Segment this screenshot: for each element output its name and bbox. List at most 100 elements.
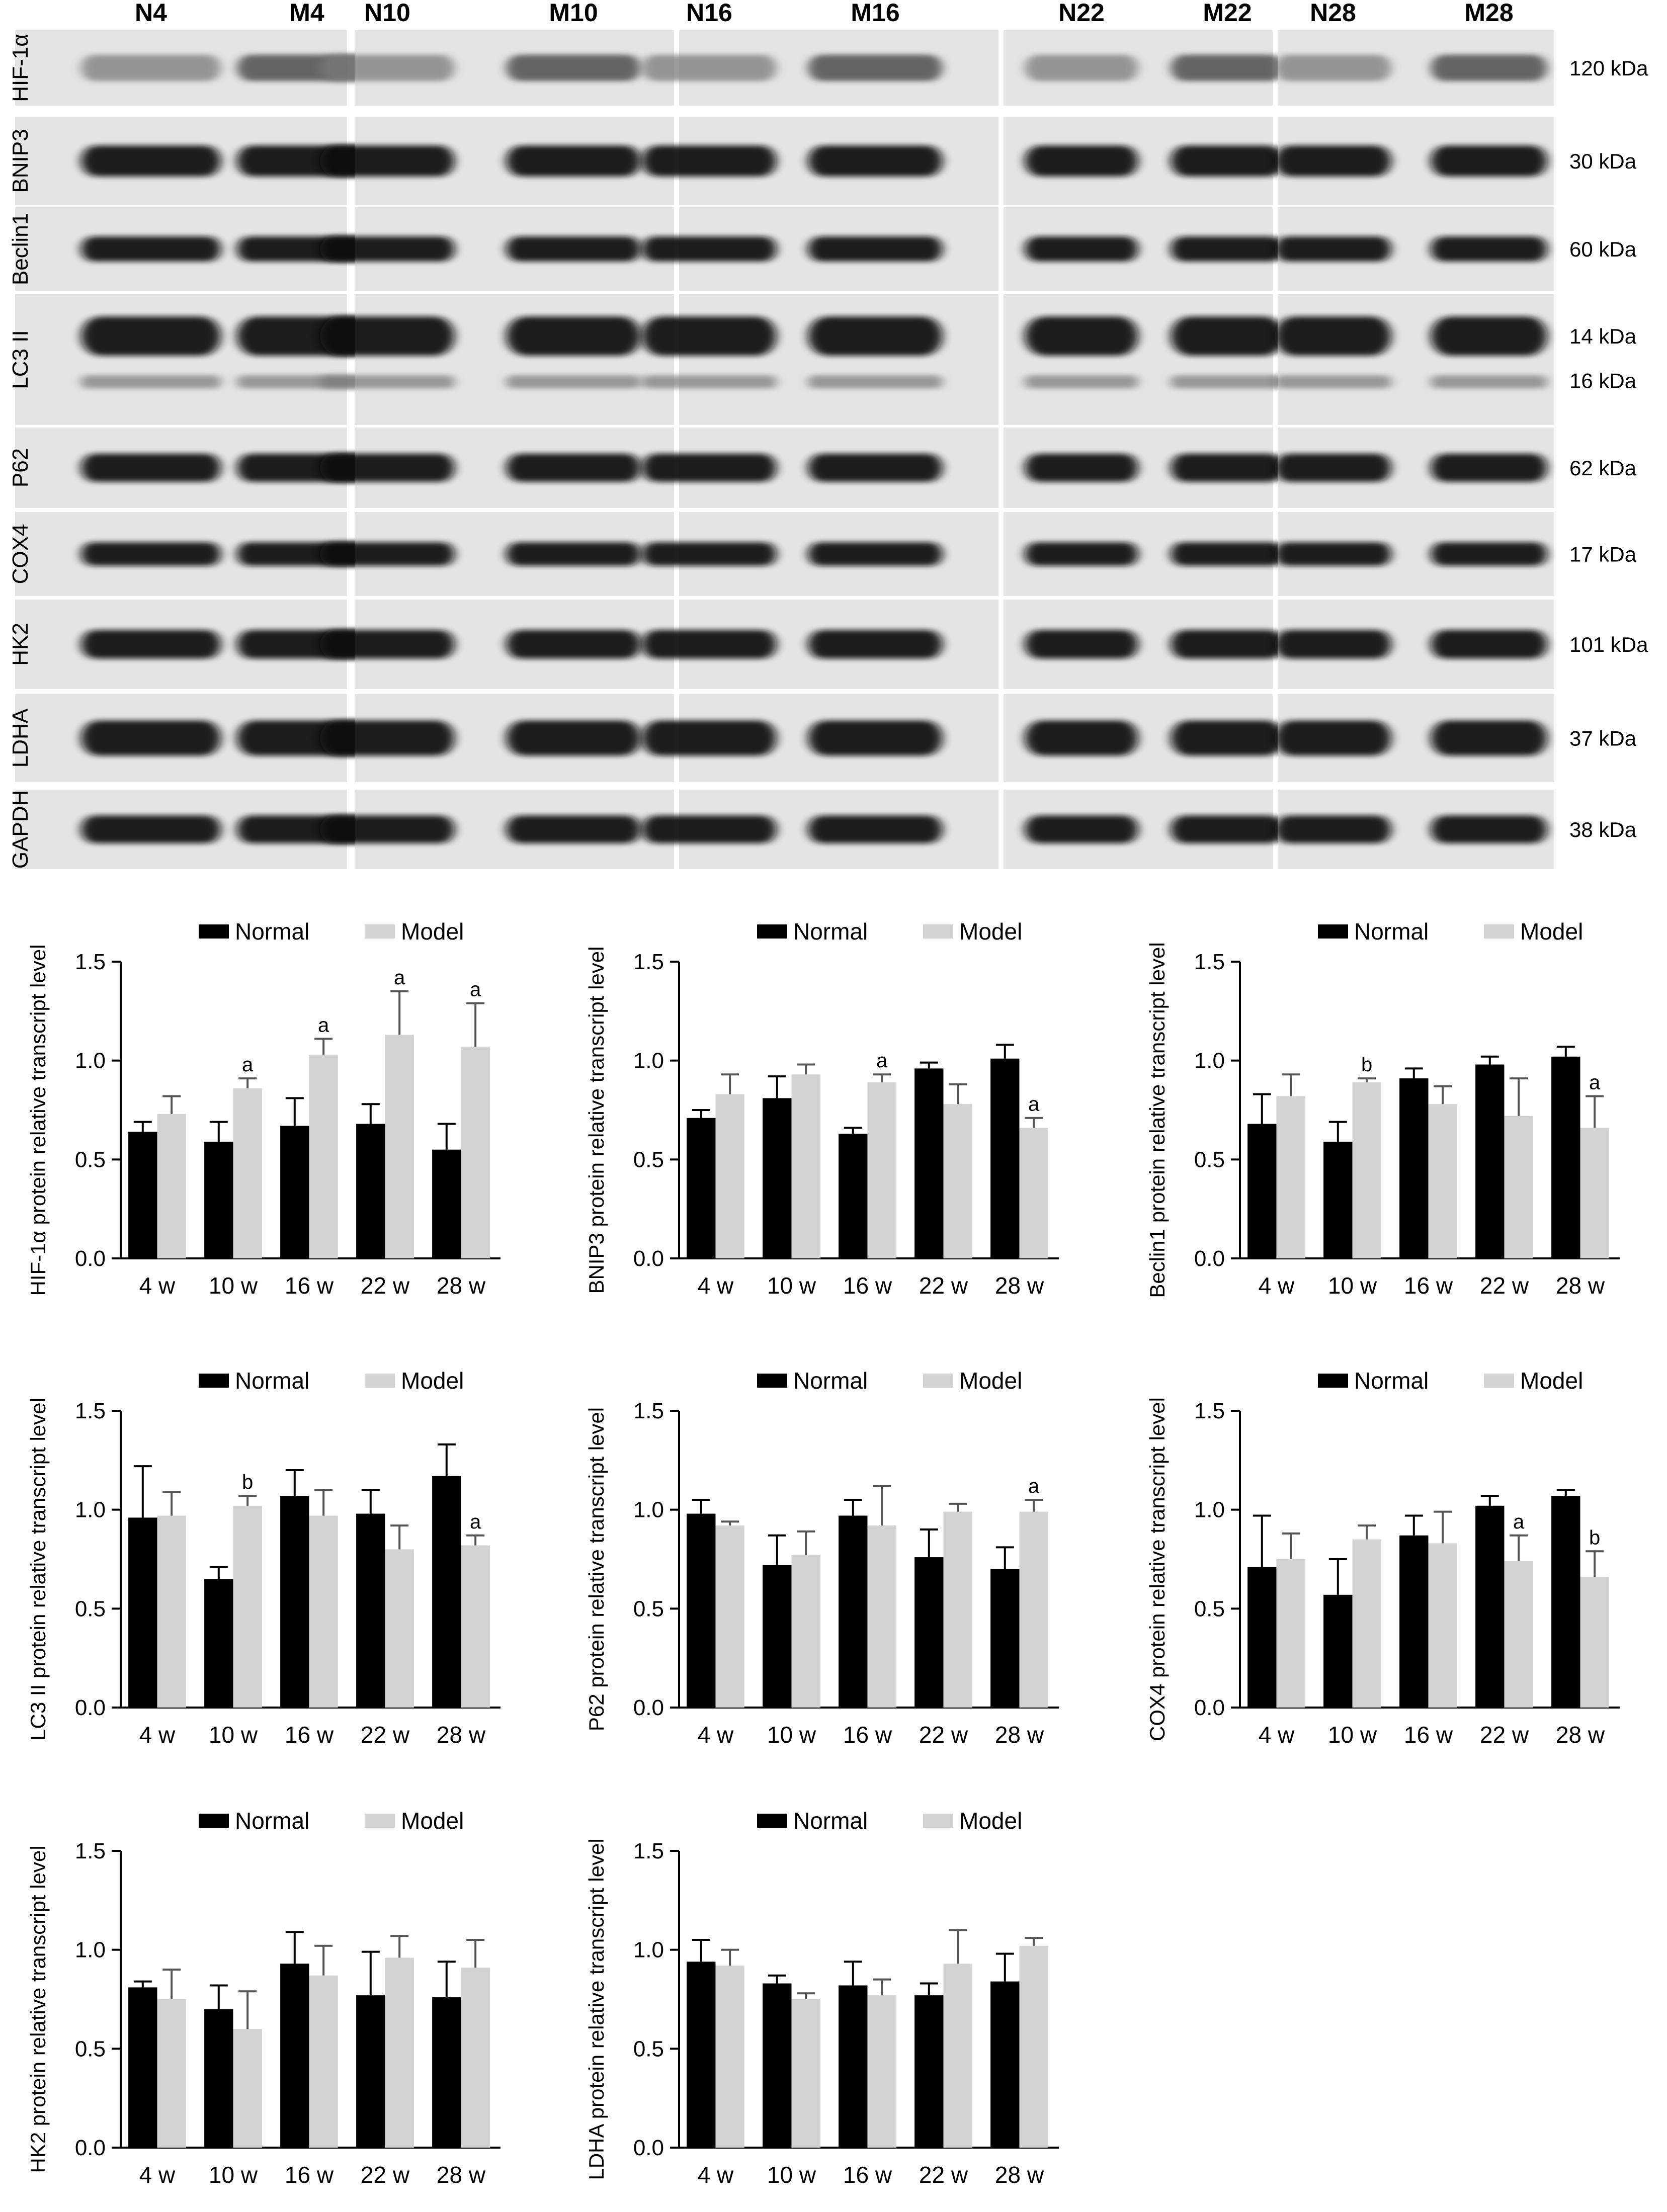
western-blot-panel: N4 M4 N10 M10 N16 M16 N22 M22 N28 M28 HIF-1α 120 k… xyxy=(0,0,1648,875)
blot-protein-label: P62 xyxy=(8,448,33,487)
y-tick-label: 1.5 xyxy=(633,1839,664,1863)
x-tick-label: 16 w xyxy=(285,1272,334,1299)
legend-label-model: Model xyxy=(401,918,464,945)
blot-band xyxy=(808,54,943,81)
blot-row-4: P62 62 kDa xyxy=(8,428,1637,508)
x-tick-label: 16 w xyxy=(1404,1272,1453,1299)
blot-band xyxy=(320,815,455,843)
y-tick-label: 1.5 xyxy=(1194,1399,1225,1423)
bar-normal xyxy=(1323,1141,1353,1258)
x-tick-label: 22 w xyxy=(919,1272,968,1299)
y-tick-label: 1.5 xyxy=(633,950,664,974)
bar-model xyxy=(1352,1539,1381,1708)
lane-label-n10: N10 xyxy=(364,0,410,27)
bar-normal xyxy=(763,1565,792,1708)
blot-size-label: 120 kDa xyxy=(1569,56,1648,80)
blot-band xyxy=(808,316,943,356)
y-tick-label: 0.5 xyxy=(75,2036,106,2061)
x-tick-label: 4 w xyxy=(139,1272,176,1299)
blot-band xyxy=(1275,542,1391,566)
x-tick-label: 28 w xyxy=(995,2162,1044,2188)
blot-band xyxy=(642,145,777,177)
blot-band xyxy=(1431,236,1547,262)
bar-normal xyxy=(1399,1078,1429,1258)
blot-band xyxy=(81,720,221,756)
y-tick-label: 0.5 xyxy=(1194,1596,1225,1621)
x-tick-label: 4 w xyxy=(698,1272,734,1299)
legend-swatch-model xyxy=(923,1374,953,1388)
bar-normal xyxy=(914,1995,944,2148)
significance-mark: a xyxy=(394,967,405,989)
y-tick-label: 1.5 xyxy=(75,950,106,974)
blot-row-1: BNIP3 30 kDa xyxy=(8,117,1637,205)
y-tick-label: 0.5 xyxy=(1194,1147,1225,1172)
bar-model xyxy=(309,1054,338,1258)
y-tick-label: 1.0 xyxy=(633,1049,664,1073)
blot-band xyxy=(81,145,221,177)
blot-band xyxy=(1025,542,1138,566)
x-tick-label: 22 w xyxy=(1480,1272,1529,1299)
chart-5: Normal Model 0.0 0.5 1.0 1.5 COX4 protein rela… xyxy=(1145,1368,1620,1748)
x-tick-label: 28 w xyxy=(995,1722,1044,1748)
bar-normal xyxy=(280,1126,309,1258)
bar-normal xyxy=(280,1964,309,2148)
bar-normal xyxy=(1247,1124,1277,1258)
significance-mark: a xyxy=(1028,1475,1040,1497)
blot-band xyxy=(1431,815,1547,843)
legend-label-model: Model xyxy=(959,918,1022,945)
blot-band xyxy=(320,316,455,356)
x-tick-label: 10 w xyxy=(209,1722,258,1748)
y-tick-label: 0.5 xyxy=(75,1596,106,1621)
bar-normal xyxy=(763,1098,792,1258)
blot-band xyxy=(1431,720,1547,756)
x-tick-label: 16 w xyxy=(285,1722,334,1748)
y-axis-label: P62 protein relative transcript level xyxy=(585,1407,608,1731)
blot-size-label: 62 kDa xyxy=(1569,456,1637,480)
y-tick-label: 1.0 xyxy=(75,1938,106,1963)
blot-band xyxy=(808,815,943,843)
y-tick-label: 1.5 xyxy=(633,1399,664,1423)
legend-swatch-model xyxy=(1484,1374,1514,1388)
x-tick-label: 4 w xyxy=(1259,1272,1295,1299)
x-tick-label: 16 w xyxy=(285,2162,334,2188)
bar-model xyxy=(1019,1511,1048,1708)
x-tick-label: 22 w xyxy=(361,1722,410,1748)
blot-protein-label: LDHA xyxy=(8,708,33,768)
bar-normal xyxy=(763,1983,792,2148)
x-tick-label: 10 w xyxy=(1328,1722,1377,1748)
x-tick-label: 10 w xyxy=(1328,1272,1377,1299)
bar-normal xyxy=(990,1981,1020,2148)
lane-label-m28: M28 xyxy=(1464,0,1513,27)
bar-normal xyxy=(914,1557,944,1708)
bar-model xyxy=(385,1549,414,1708)
legend-label-model: Model xyxy=(1520,918,1583,945)
bar-normal xyxy=(1475,1505,1505,1708)
blot-band-lower xyxy=(320,375,455,389)
blot-band xyxy=(808,145,943,177)
y-tick-label: 0.5 xyxy=(633,1596,664,1621)
legend-swatch-model xyxy=(923,1814,953,1828)
blot-band xyxy=(642,236,777,262)
bar-model xyxy=(157,1999,186,2148)
bar-model xyxy=(867,1995,896,2148)
y-tick-label: 1.0 xyxy=(1194,1498,1225,1522)
lane-label-m10: M10 xyxy=(549,0,598,27)
x-tick-label: 22 w xyxy=(361,2162,410,2188)
lane-label-m22: M22 xyxy=(1203,0,1252,27)
blot-band-lower xyxy=(808,375,943,389)
y-tick-label: 1.0 xyxy=(1194,1049,1225,1073)
x-tick-label: 10 w xyxy=(209,1272,258,1299)
legend-label-normal: Normal xyxy=(1354,1368,1429,1394)
blot-band xyxy=(642,54,777,81)
x-tick-label: 4 w xyxy=(698,2162,734,2188)
bar-normal xyxy=(839,1985,868,2148)
blot-band xyxy=(1171,54,1284,81)
y-tick-label: 0.0 xyxy=(1194,1246,1225,1271)
x-tick-label: 4 w xyxy=(139,1722,176,1748)
bar-model xyxy=(943,1964,972,2148)
lane-label-n28: N28 xyxy=(1310,0,1356,27)
blot-band xyxy=(506,815,641,843)
legend-label-model: Model xyxy=(959,1808,1022,1834)
bar-model xyxy=(715,1966,744,2148)
blot-band xyxy=(506,720,641,756)
